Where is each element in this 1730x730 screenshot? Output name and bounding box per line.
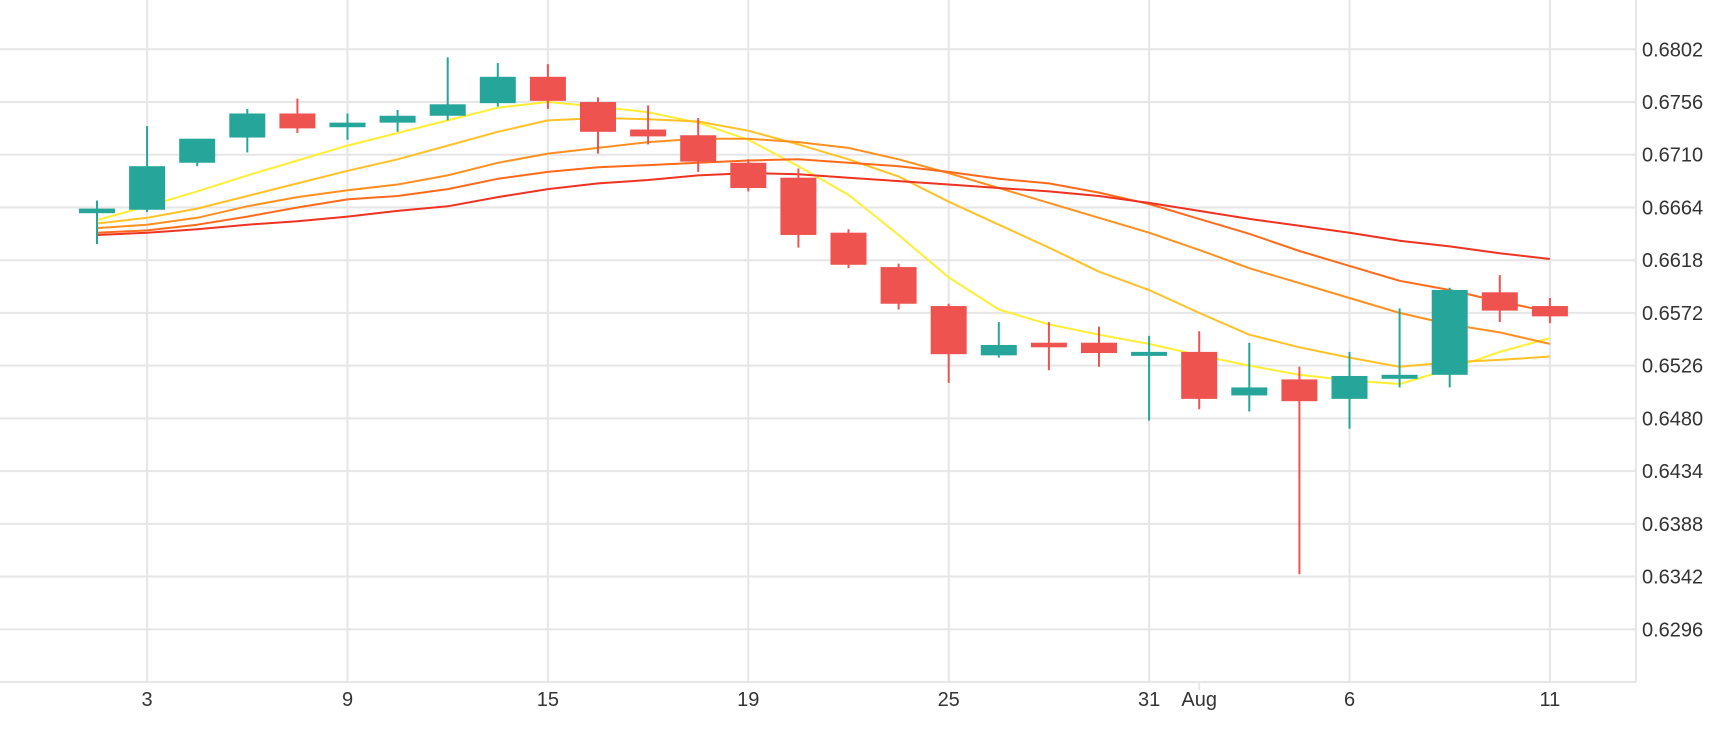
x-tick-label: 11: [1540, 689, 1561, 711]
moving-averages: [96, 101, 1551, 385]
candle-body: [680, 135, 717, 162]
candle-body: [980, 345, 1017, 356]
candle-body: [329, 122, 366, 128]
x-tick-label: 25: [938, 689, 960, 711]
x-tick-label: 31: [1138, 689, 1160, 711]
candle-body: [1030, 342, 1067, 348]
candle-body: [1481, 292, 1518, 311]
candle-body: [1431, 289, 1468, 375]
y-tick-label: 0.6342: [1642, 567, 1703, 589]
candle-body: [580, 102, 616, 132]
moving-average-line: [96, 158, 1551, 313]
candle-body: [1181, 351, 1218, 399]
x-tick-label: 15: [537, 689, 559, 711]
candle-body: [79, 208, 115, 214]
candle-body: [630, 129, 667, 137]
candle-body: [1531, 306, 1568, 317]
x-tick-label: 6: [1344, 689, 1355, 711]
y-axis: 0.6802 0.6756 0.6710 0.6664 0.6618 0.6572 0.65…: [1642, 39, 1703, 641]
y-tick-label: 0.6664: [1642, 197, 1703, 219]
x-tick-label: 3: [142, 689, 153, 711]
moving-average-line: [96, 101, 1551, 385]
grid: [0, 0, 1637, 690]
candle-body: [730, 162, 767, 188]
candle-body: [930, 306, 967, 355]
x-tick-label: 9: [342, 689, 353, 711]
y-tick-label: 0.6802: [1642, 39, 1703, 61]
y-tick-label: 0.6756: [1642, 92, 1703, 114]
candle-body: [1231, 387, 1268, 396]
candle-body: [479, 76, 516, 104]
candle-body: [1381, 374, 1418, 379]
x-tick-label: 19: [737, 689, 759, 711]
candle-body: [1281, 379, 1318, 402]
candle-body: [1081, 342, 1117, 354]
y-tick-label: 0.6526: [1642, 356, 1703, 378]
x-tick-label: Aug: [1181, 689, 1217, 711]
candle-body: [429, 104, 466, 116]
candle-body: [830, 232, 867, 265]
candle-body: [1331, 375, 1368, 399]
candle-body: [880, 267, 917, 304]
y-tick-label: 0.6480: [1642, 408, 1703, 430]
candle-body: [229, 113, 266, 138]
moving-average-line: [96, 117, 1550, 368]
y-tick-label: 0.6434: [1642, 461, 1703, 483]
candle-body: [129, 166, 166, 210]
y-tick-label: 0.6296: [1642, 619, 1703, 641]
candle-body: [1131, 351, 1168, 356]
y-tick-label: 0.6710: [1642, 145, 1703, 167]
moving-average-line: [96, 172, 1551, 260]
y-tick-label: 0.6572: [1642, 303, 1703, 325]
y-tick-label: 0.6388: [1642, 514, 1703, 536]
y-tick-label: 0.6618: [1642, 250, 1703, 272]
candle-body: [529, 76, 566, 101]
moving-average-line: [96, 137, 1551, 345]
candle-body: [179, 138, 216, 163]
candle-body: [379, 115, 416, 123]
candles: [79, 57, 1568, 575]
candle-body: [279, 113, 316, 129]
x-axis: 3 9 15 19 25 31 Aug 6 11: [142, 689, 1561, 711]
candle-body: [780, 177, 817, 235]
